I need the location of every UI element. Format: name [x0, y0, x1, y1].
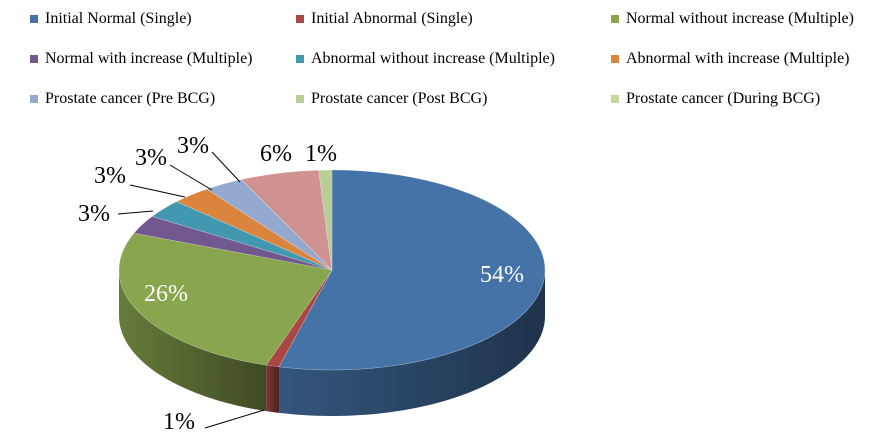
legend-label: Prostate cancer (During BCG)	[626, 90, 821, 107]
leader-line	[204, 409, 265, 429]
data-label: 26%	[144, 281, 188, 307]
legend-label: Initial Normal (Single)	[45, 10, 192, 27]
pie-slice	[240, 169, 333, 271]
leader-line	[169, 164, 213, 191]
legend-label: Prostate cancer (Post BCG)	[311, 90, 488, 107]
pie-slice-side	[119, 270, 267, 412]
pie-slice-side	[279, 270, 545, 416]
legend-swatch	[30, 55, 38, 63]
legend-item: Abnormal without increase (Multiple)	[296, 49, 555, 69]
legend-swatch	[296, 15, 304, 23]
data-label: 3%	[78, 201, 110, 227]
chart-legend: Initial Normal (Single) Initial Abnormal …	[0, 0, 894, 110]
legend-item: Normal without increase (Multiple)	[611, 9, 854, 29]
pie-slice	[265, 269, 333, 368]
pie-side-walls	[119, 270, 545, 416]
data-label: 54%	[480, 262, 524, 288]
pie-slice-side	[266, 365, 280, 413]
leader-line	[117, 210, 154, 215]
legend-label: Prostate cancer (Pre BCG)	[45, 90, 216, 107]
leader-line	[211, 151, 241, 183]
pie-slice	[176, 188, 333, 271]
legend-item: Prostate cancer (Post BCG)	[296, 89, 487, 109]
pie-slice	[151, 201, 333, 271]
legend-item: Prostate cancer (Pre BCG)	[30, 89, 215, 109]
pie-slice	[118, 232, 333, 366]
data-label: 3%	[94, 163, 126, 189]
data-label: 1%	[163, 409, 195, 435]
legend-swatch	[611, 95, 619, 103]
legend-swatch	[30, 95, 38, 103]
pie-slice	[206, 179, 333, 271]
pie-top-faces	[118, 169, 546, 371]
legend-swatch	[296, 55, 304, 63]
pie-slice	[278, 169, 546, 371]
legend-swatch	[611, 55, 619, 63]
legend-label: Initial Abnormal (Single)	[311, 10, 473, 27]
legend-label: Normal without increase (Multiple)	[626, 10, 854, 27]
legend-item: Abnormal with increase (Multiple)	[611, 49, 850, 69]
pie-slice	[318, 169, 333, 271]
legend-label: Abnormal without increase (Multiple)	[311, 50, 555, 67]
data-labels: 54% 1% 26% 3% 3% 3% 3% 6% 1%	[78, 133, 524, 435]
legend-swatch	[296, 95, 304, 103]
data-label: 1%	[305, 141, 337, 167]
data-label: 3%	[135, 145, 167, 171]
legend-swatch	[611, 15, 619, 23]
leader-line	[129, 184, 186, 198]
legend-item: Normal with increase (Multiple)	[30, 49, 253, 69]
legend-label: Abnormal with increase (Multiple)	[626, 50, 850, 67]
legend-item: Initial Abnormal (Single)	[296, 9, 473, 29]
legend-label: Normal with increase (Multiple)	[45, 50, 253, 67]
data-label: 6%	[260, 141, 292, 167]
legend-item: Initial Normal (Single)	[30, 9, 192, 29]
legend-swatch	[30, 15, 38, 23]
pie-slice	[133, 216, 333, 271]
data-label: 3%	[177, 133, 209, 159]
legend-item: Prostate cancer (During BCG)	[611, 89, 820, 109]
